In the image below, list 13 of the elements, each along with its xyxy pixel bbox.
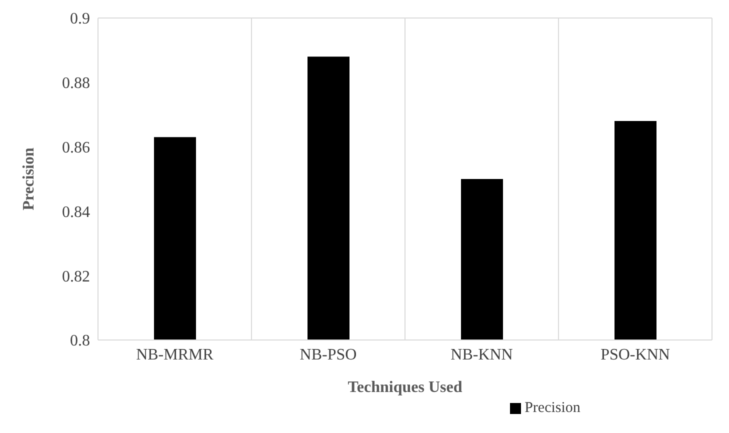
y-tick-label: 0.84 <box>62 204 90 221</box>
y-tick-label: 0.82 <box>62 268 90 286</box>
x-tick-label: PSO-KNN <box>600 346 670 364</box>
y-tick-label: 0.8 <box>70 332 90 350</box>
x-axis-title: Techniques Used <box>348 379 462 396</box>
x-tick-label: NB-KNN <box>450 346 514 364</box>
y-axis-title: Precision <box>20 148 38 210</box>
x-tick-label: NB-PSO <box>300 346 357 364</box>
y-tick-label: 0.86 <box>62 139 90 156</box>
x-tick-label: NB-MRMR <box>136 346 214 364</box>
y-tick-label: 0.88 <box>62 75 90 92</box>
legend-label: Precision <box>524 400 580 416</box>
y-tick-label: 0.9 <box>70 10 90 28</box>
